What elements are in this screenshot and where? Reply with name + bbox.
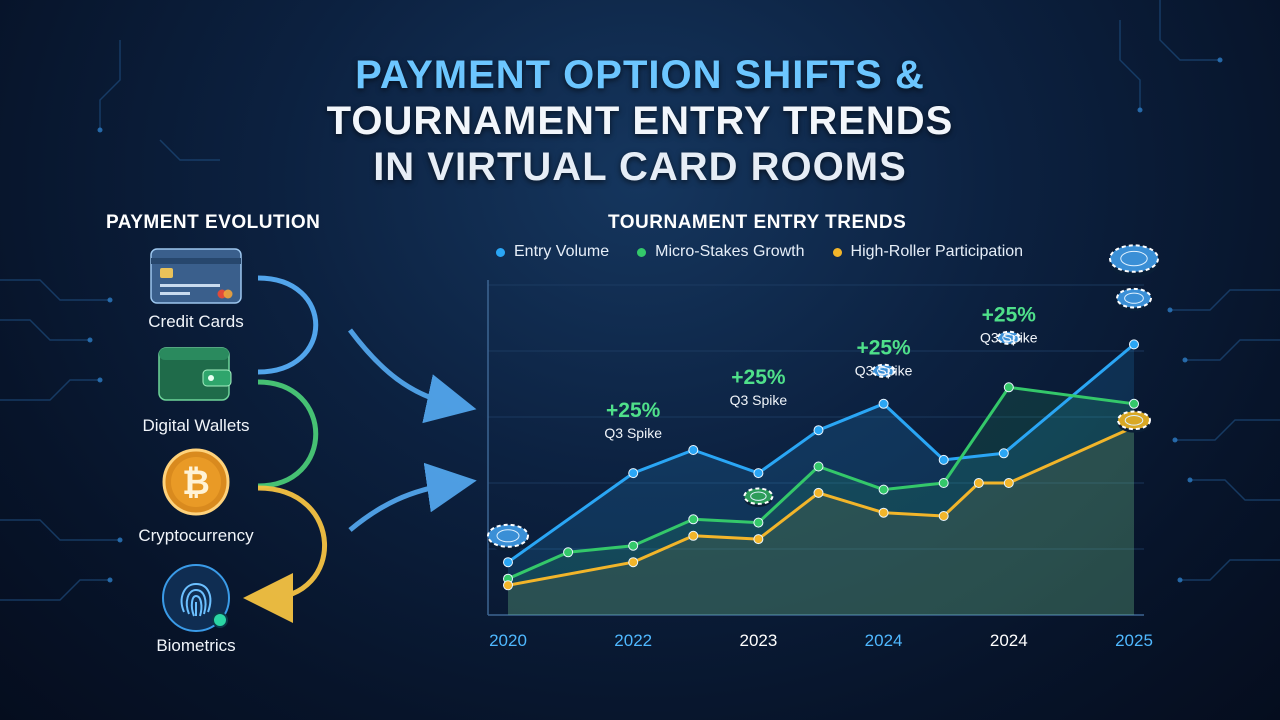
data-point bbox=[878, 484, 889, 495]
annotation-value: +25% bbox=[731, 366, 786, 389]
wallet-icon bbox=[158, 347, 232, 401]
annotation-label: Q3 Spike bbox=[604, 425, 662, 441]
legend-label: High-Roller Participation bbox=[850, 243, 1024, 260]
title-line-1: PAYMENT OPTION SHIFTS & bbox=[355, 53, 925, 97]
data-point bbox=[688, 530, 699, 541]
legend-item-entry-volume: Entry Volume bbox=[496, 243, 609, 261]
legend-swatch bbox=[637, 247, 647, 257]
bitcoin-icon: ₿ bbox=[162, 448, 230, 516]
data-point bbox=[878, 398, 889, 409]
payment-item-biometrics: Biometrics bbox=[136, 562, 256, 656]
data-point bbox=[688, 514, 699, 525]
chart-legend: Entry Volume Micro-Stakes Growth High-Ro… bbox=[496, 243, 1023, 261]
payment-label: Biometrics bbox=[156, 636, 236, 655]
flow-arrow-green bbox=[257, 379, 319, 489]
flow-arrow-to-chart-1 bbox=[348, 328, 477, 424]
payment-item-credit-cards: Credit Cards bbox=[136, 248, 256, 332]
data-point bbox=[938, 454, 949, 465]
flow-arrow-yellow bbox=[243, 485, 328, 623]
x-tick-label: 2025 bbox=[1115, 631, 1153, 650]
data-point bbox=[813, 487, 824, 498]
page-title: PAYMENT OPTION SHIFTS & TOURNAMENT ENTRY… bbox=[0, 52, 1280, 190]
data-point bbox=[1129, 398, 1139, 409]
data-point bbox=[938, 478, 949, 488]
data-point bbox=[1003, 382, 1014, 393]
poker-chip-center bbox=[877, 367, 891, 375]
series-area bbox=[508, 426, 1134, 615]
series-line bbox=[507, 385, 1135, 581]
x-tick-label: 2023 bbox=[739, 631, 777, 650]
series-line bbox=[507, 425, 1135, 587]
data-point bbox=[973, 478, 984, 488]
annotation-label: Q3 Spike bbox=[855, 362, 913, 378]
data-point bbox=[1129, 339, 1139, 350]
poker-chip-center bbox=[1124, 415, 1144, 426]
annotation-value: +25% bbox=[856, 336, 911, 359]
x-tick-label: 2024 bbox=[990, 631, 1028, 650]
data-point bbox=[688, 445, 699, 455]
poker-chip-center bbox=[1124, 292, 1144, 304]
payment-label: Cryptocurrency bbox=[138, 526, 254, 545]
annotation-value: +25% bbox=[606, 399, 661, 422]
data-point bbox=[628, 557, 639, 568]
poker-chip-center bbox=[1002, 334, 1016, 342]
annotation-label: Q3 Spike bbox=[980, 329, 1038, 345]
payment-evolution-heading: PAYMENT EVOLUTION bbox=[106, 212, 321, 233]
data-point bbox=[813, 461, 824, 472]
poker-chip-center bbox=[750, 491, 767, 501]
legend-swatch bbox=[496, 247, 505, 257]
payment-item-cryptocurrency: ₿ Cryptocurrency bbox=[136, 448, 256, 546]
series-area bbox=[508, 387, 1134, 615]
credit-card-icon bbox=[150, 248, 242, 304]
legend-item-high-roller: High-Roller Participation bbox=[832, 243, 1024, 261]
legend-swatch bbox=[832, 247, 842, 257]
data-point bbox=[1003, 478, 1014, 488]
data-point bbox=[503, 580, 513, 591]
flow-arrow-blue bbox=[257, 275, 319, 375]
data-point bbox=[503, 557, 513, 568]
x-tick-label: 2024 bbox=[865, 631, 903, 650]
chart-title: TOURNAMENT ENTRY TRENDS bbox=[608, 212, 907, 233]
data-point bbox=[998, 448, 1009, 459]
legend-label: Entry Volume bbox=[514, 243, 610, 260]
x-tick-label: 2020 bbox=[489, 631, 527, 650]
data-point bbox=[563, 547, 574, 558]
title-line-3: IN VIRTUAL CARD ROOMS bbox=[373, 145, 907, 189]
payment-item-digital-wallets: Digital Wallets bbox=[136, 344, 256, 436]
data-point bbox=[753, 468, 764, 479]
data-point bbox=[753, 534, 764, 545]
data-point bbox=[628, 468, 639, 479]
legend-label: Micro-Stakes Growth bbox=[655, 243, 805, 260]
data-point bbox=[813, 425, 824, 436]
data-point bbox=[628, 540, 639, 551]
title-line-2: TOURNAMENT ENTRY TRENDS bbox=[326, 99, 954, 143]
svg-text:₿: ₿ bbox=[182, 464, 210, 502]
annotation-value: +25% bbox=[982, 303, 1037, 326]
x-tick-label: 2022 bbox=[614, 631, 652, 650]
legend-item-micro-stakes: Micro-Stakes Growth bbox=[637, 243, 805, 261]
data-point bbox=[753, 517, 764, 528]
flow-arrow-to-chart-2 bbox=[348, 462, 477, 532]
poker-chip-center bbox=[496, 529, 520, 543]
annotation-label: Q3 Spike bbox=[730, 392, 788, 408]
payment-label: Credit Cards bbox=[148, 312, 244, 331]
payment-label: Digital Wallets bbox=[142, 416, 250, 435]
data-point bbox=[878, 507, 889, 518]
data-point bbox=[938, 511, 949, 521]
poker-chip-center bbox=[1120, 250, 1148, 267]
fingerprint-icon bbox=[162, 564, 230, 632]
